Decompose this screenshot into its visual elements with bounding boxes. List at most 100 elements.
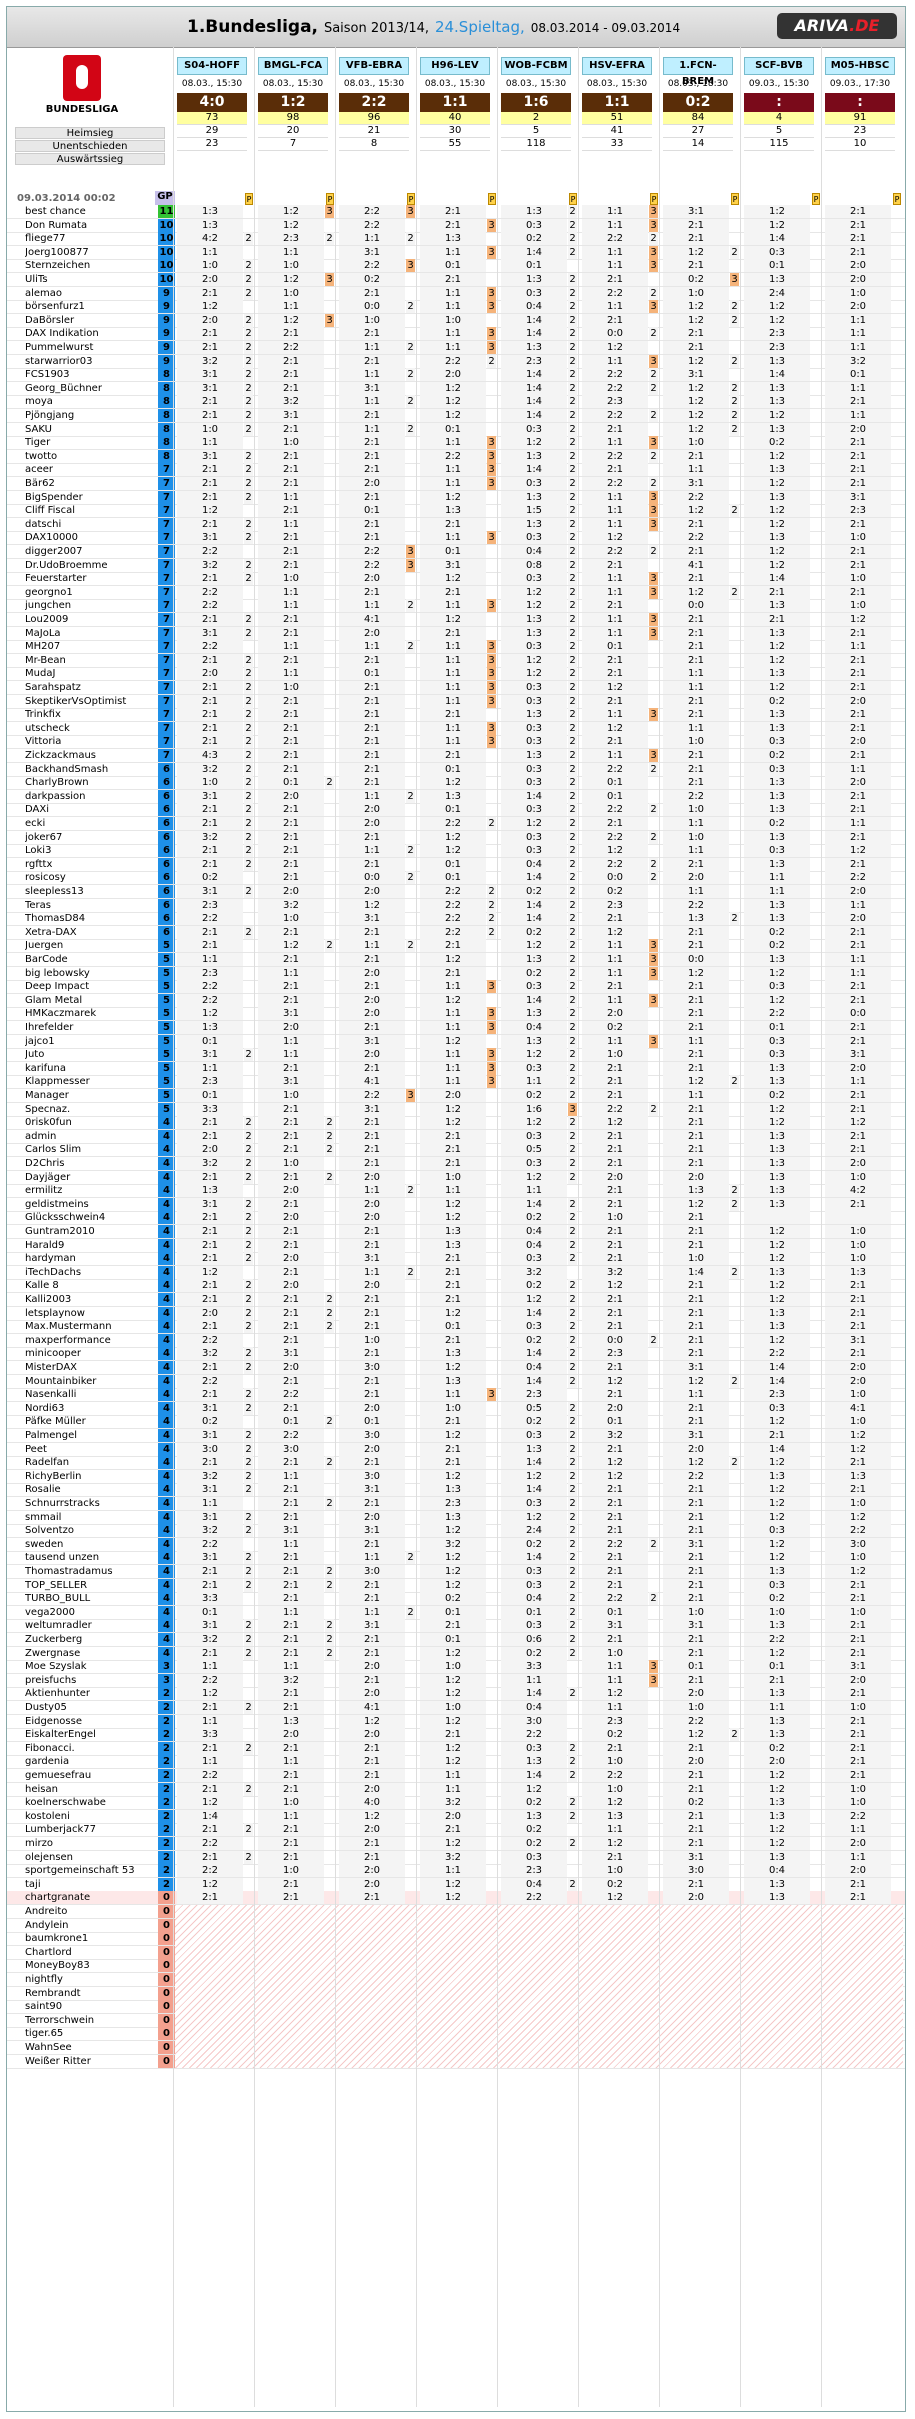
player-name[interactable]: Manager	[25, 1090, 69, 1101]
player-name[interactable]: BarCode	[25, 954, 68, 965]
match-team-pair[interactable]: BMGL-FCA	[258, 57, 328, 75]
player-name[interactable]: Mountainbiker	[25, 1375, 97, 1387]
player-name[interactable]: Pjöngjang	[25, 410, 75, 421]
player-name[interactable]: Kalle 8	[25, 1280, 59, 1292]
match-team-pair[interactable]: H96-LEV	[420, 57, 490, 75]
player-name[interactable]: geldistmeins	[25, 1198, 89, 1210]
player-name[interactable]: MoneyBoy83	[25, 1960, 90, 1972]
player-name[interactable]: DAXi	[25, 804, 49, 816]
player-name[interactable]: gardenia	[25, 1756, 70, 1768]
player-name[interactable]: FCS1903	[25, 369, 70, 381]
player-name[interactable]: börsenfurz1	[25, 301, 85, 313]
player-name[interactable]: joker67	[25, 831, 63, 843]
player-name[interactable]: big lebowsky	[25, 967, 90, 979]
player-name[interactable]: Lumberjack77	[25, 1824, 97, 1836]
player-name[interactable]: Don Rumata	[25, 219, 88, 231]
player-name[interactable]: Carlos Slim	[25, 1144, 82, 1156]
player-name[interactable]: saint90	[25, 2001, 63, 2013]
player-name[interactable]: DAX Indikation	[25, 328, 99, 340]
player-name[interactable]: jungchen	[25, 600, 72, 612]
player-name[interactable]: Eidgenosse	[25, 1715, 82, 1727]
player-name[interactable]: RichyBerlin	[25, 1470, 82, 1482]
player-name[interactable]: Cliff Fiscal	[25, 505, 76, 517]
player-name[interactable]: Teras	[25, 899, 52, 911]
player-name[interactable]: twotto	[25, 450, 58, 462]
match-team-pair[interactable]: HSV-EFRA	[582, 57, 652, 75]
player-name[interactable]: Palmengel	[25, 1430, 77, 1441]
player-name[interactable]: BackhandSmash	[25, 763, 109, 775]
player-name[interactable]: CharlyBrown	[25, 777, 89, 789]
player-name[interactable]: Schnurrstracks	[25, 1498, 100, 1509]
player-name[interactable]: iTechDachs	[25, 1266, 82, 1278]
player-name[interactable]: HMKaczmarek	[25, 1008, 97, 1020]
player-name[interactable]: Joerg100877	[25, 246, 89, 258]
player-name[interactable]: baumkrone1	[25, 1933, 89, 1945]
player-name[interactable]: smmail	[25, 1511, 62, 1523]
player-name[interactable]: Chartlord	[25, 1946, 72, 1958]
player-name[interactable]: Trinkfix	[25, 709, 61, 721]
player-name[interactable]: Mr-Bean	[25, 654, 66, 666]
player-name[interactable]: taji	[25, 1878, 41, 1890]
player-name[interactable]: Nasenkalli	[25, 1389, 77, 1401]
player-name[interactable]: Zuckerberg	[25, 1634, 83, 1645]
player-name[interactable]: sportgemeinschaft 53	[25, 1865, 135, 1877]
player-name[interactable]: karifuna	[25, 1062, 66, 1074]
player-name[interactable]: UliTs	[25, 274, 48, 285]
player-name[interactable]: Terrorschwein	[25, 2014, 95, 2026]
player-name[interactable]: Harald9	[25, 1239, 65, 1251]
player-name[interactable]: Sarahspatz	[25, 682, 81, 693]
player-name[interactable]: Zickzackmaus	[25, 750, 97, 761]
player-name[interactable]: Kalli2003	[25, 1294, 72, 1305]
player-name[interactable]: datschi	[25, 518, 62, 530]
player-name[interactable]: Nordi63	[25, 1402, 65, 1414]
player-name[interactable]: aceer	[25, 464, 54, 476]
player-name[interactable]: EiskalterEngel	[25, 1729, 96, 1741]
player-name[interactable]: Weißer Ritter	[25, 2055, 91, 2067]
player-name[interactable]: admin	[25, 1130, 57, 1142]
player-name[interactable]: Deep Impact	[25, 981, 90, 993]
match-team-pair[interactable]: SCF-BVB	[744, 57, 814, 75]
player-name[interactable]: darkpassion	[25, 790, 86, 802]
player-name[interactable]: Fibonacci.	[25, 1742, 75, 1754]
player-name[interactable]: rosicosy	[25, 872, 66, 884]
player-name[interactable]: minicooper	[25, 1348, 81, 1360]
match-team-pair[interactable]: WOB-FCBM	[501, 57, 571, 75]
player-name[interactable]: alemao	[25, 287, 63, 299]
player-name[interactable]: Dayjäger	[25, 1171, 71, 1183]
player-name[interactable]: vega2000	[25, 1606, 75, 1618]
player-name[interactable]: weltumradler	[25, 1620, 92, 1632]
match-team-pair[interactable]: VFB-EBRA	[339, 57, 409, 75]
player-name[interactable]: heisan	[25, 1783, 58, 1795]
player-name[interactable]: TOP_SELLER	[25, 1579, 88, 1591]
player-name[interactable]: DAX10000	[25, 532, 79, 544]
player-name[interactable]: Glücksschwein4	[25, 1212, 106, 1224]
player-name[interactable]: Rosalie	[25, 1484, 61, 1496]
player-name[interactable]: Ihrefelder	[25, 1022, 74, 1033]
player-name[interactable]: Andylein	[25, 1919, 69, 1931]
player-name[interactable]: Radelfan	[25, 1457, 70, 1469]
player-name[interactable]: Aktienhunter	[25, 1688, 91, 1700]
player-name[interactable]: sweden	[25, 1538, 64, 1550]
player-name[interactable]: koelnerschwabe	[25, 1797, 106, 1809]
player-name[interactable]: Feuerstarter	[25, 573, 87, 585]
player-name[interactable]: Bär62	[25, 478, 55, 489]
player-name[interactable]: gemuesefrau	[25, 1770, 92, 1781]
player-name[interactable]: SAKU	[25, 423, 52, 435]
player-name[interactable]: MudaJ	[25, 668, 56, 680]
player-name[interactable]: Tiger	[25, 437, 51, 449]
player-name[interactable]: moya	[25, 396, 53, 408]
player-name[interactable]: jajco1	[25, 1035, 55, 1047]
player-name[interactable]: maxperformance	[25, 1334, 111, 1346]
player-name[interactable]: DaBörsler	[25, 314, 75, 326]
player-name[interactable]: Specnaz.	[25, 1103, 71, 1115]
player-name[interactable]: Solventzo	[25, 1525, 74, 1537]
player-name[interactable]: Moe Szyslak	[25, 1661, 87, 1673]
player-name[interactable]: Klappmesser	[25, 1076, 90, 1088]
player-name[interactable]: Loki3	[25, 845, 52, 857]
player-name[interactable]: best chance	[25, 206, 86, 217]
player-name[interactable]: kostoleni	[25, 1810, 70, 1822]
matchday-link[interactable]: 24.Spieltag,	[434, 18, 525, 36]
player-name[interactable]: rgfttx	[25, 858, 53, 870]
player-name[interactable]: Rembrandt	[25, 1987, 81, 1999]
player-name[interactable]: hardyman	[25, 1253, 76, 1265]
